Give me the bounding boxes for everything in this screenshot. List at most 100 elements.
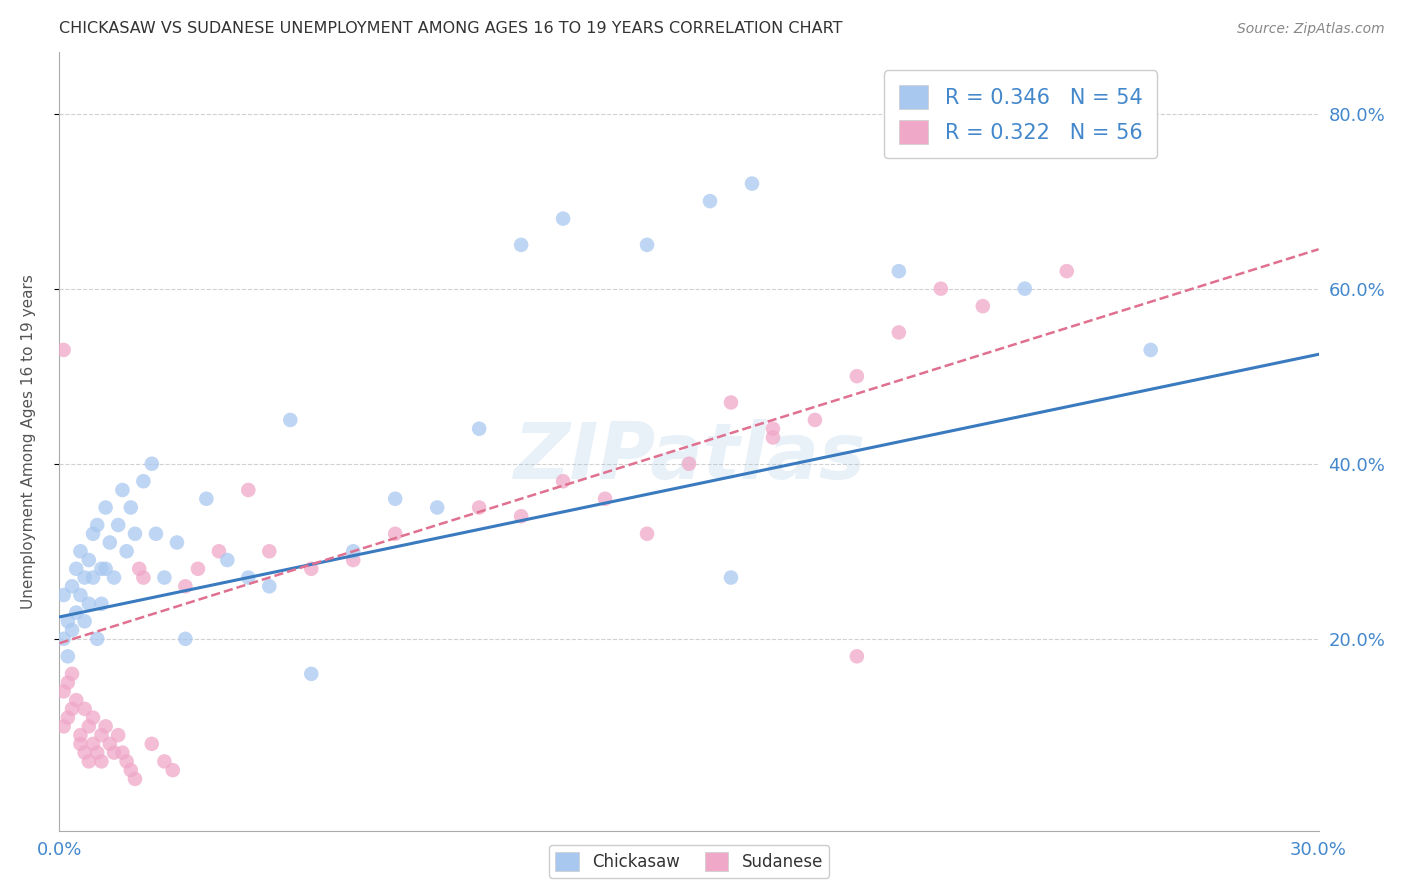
Point xyxy=(174,632,197,646)
Point xyxy=(94,719,117,733)
Legend: Chickasaw, Sudanese: Chickasaw, Sudanese xyxy=(548,845,830,878)
Point xyxy=(153,570,176,584)
Point xyxy=(636,526,658,541)
Point xyxy=(699,194,721,208)
Point xyxy=(65,606,87,620)
Point xyxy=(98,737,121,751)
Point xyxy=(103,570,125,584)
Point xyxy=(551,475,574,489)
Point xyxy=(929,282,952,296)
Point xyxy=(162,763,184,777)
Point xyxy=(384,491,406,506)
Point xyxy=(208,544,231,558)
Point xyxy=(82,570,104,584)
Point xyxy=(124,772,146,786)
Point xyxy=(69,737,91,751)
Point xyxy=(342,544,364,558)
Point xyxy=(90,597,112,611)
Point xyxy=(73,615,96,629)
Point xyxy=(551,211,574,226)
Point xyxy=(141,457,163,471)
Point xyxy=(141,737,163,751)
Point xyxy=(77,553,100,567)
Point xyxy=(77,755,100,769)
Point xyxy=(238,570,260,584)
Point xyxy=(720,570,742,584)
Point xyxy=(1056,264,1078,278)
Point xyxy=(94,500,117,515)
Point xyxy=(107,518,129,533)
Point xyxy=(468,422,491,436)
Point xyxy=(56,675,79,690)
Point xyxy=(510,238,533,252)
Point xyxy=(60,623,83,637)
Point xyxy=(65,562,87,576)
Point xyxy=(887,264,910,278)
Point xyxy=(278,413,301,427)
Point xyxy=(60,666,83,681)
Point xyxy=(60,702,83,716)
Point xyxy=(762,422,785,436)
Point xyxy=(86,632,108,646)
Point xyxy=(107,728,129,742)
Point xyxy=(195,491,218,506)
Point xyxy=(56,615,79,629)
Text: ZIPatlas: ZIPatlas xyxy=(513,419,865,495)
Point xyxy=(120,763,142,777)
Point xyxy=(187,562,209,576)
Point xyxy=(845,649,868,664)
Point xyxy=(384,526,406,541)
Point xyxy=(636,238,658,252)
Point xyxy=(73,570,96,584)
Point xyxy=(845,369,868,384)
Point xyxy=(115,755,138,769)
Point xyxy=(115,544,138,558)
Point xyxy=(741,177,763,191)
Point xyxy=(90,728,112,742)
Point xyxy=(56,710,79,724)
Point xyxy=(342,553,364,567)
Point xyxy=(77,719,100,733)
Point xyxy=(468,500,491,515)
Y-axis label: Unemployment Among Ages 16 to 19 years: Unemployment Among Ages 16 to 19 years xyxy=(21,275,35,609)
Point xyxy=(82,737,104,751)
Point xyxy=(1139,343,1161,357)
Point xyxy=(217,553,239,567)
Point xyxy=(52,632,75,646)
Point xyxy=(238,483,260,497)
Point xyxy=(174,579,197,593)
Point xyxy=(972,299,994,313)
Point xyxy=(1014,282,1036,296)
Point xyxy=(52,719,75,733)
Point xyxy=(132,570,155,584)
Point xyxy=(132,475,155,489)
Point xyxy=(65,693,87,707)
Point xyxy=(111,746,134,760)
Point xyxy=(111,483,134,497)
Point xyxy=(69,588,91,602)
Point xyxy=(124,526,146,541)
Point xyxy=(90,755,112,769)
Point xyxy=(60,579,83,593)
Point xyxy=(73,702,96,716)
Point xyxy=(259,579,281,593)
Point xyxy=(90,562,112,576)
Point xyxy=(145,526,167,541)
Point xyxy=(73,746,96,760)
Point xyxy=(593,491,616,506)
Point xyxy=(52,588,75,602)
Text: Source: ZipAtlas.com: Source: ZipAtlas.com xyxy=(1237,22,1385,37)
Point xyxy=(86,746,108,760)
Point xyxy=(259,544,281,558)
Point xyxy=(120,500,142,515)
Point xyxy=(52,684,75,698)
Point xyxy=(77,597,100,611)
Point xyxy=(887,326,910,340)
Point xyxy=(426,500,449,515)
Point xyxy=(804,413,827,427)
Point xyxy=(94,562,117,576)
Point xyxy=(69,544,91,558)
Point xyxy=(166,535,188,549)
Point xyxy=(82,526,104,541)
Point xyxy=(56,649,79,664)
